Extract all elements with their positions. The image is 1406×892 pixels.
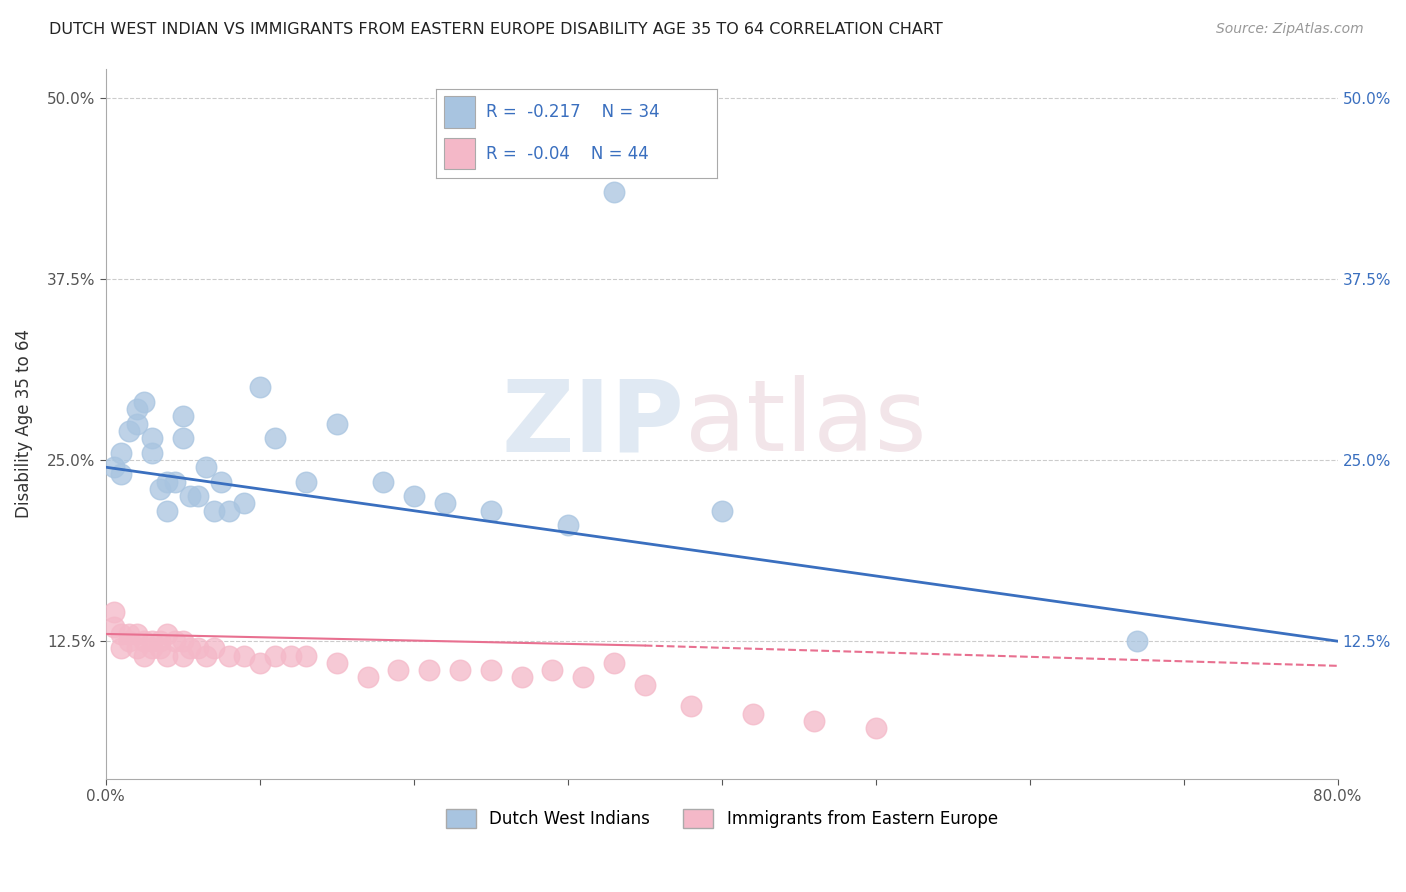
Point — [541, 663, 564, 677]
Point — [295, 648, 318, 663]
Point — [149, 641, 172, 656]
Point — [172, 648, 194, 663]
Y-axis label: Disability Age 35 to 64: Disability Age 35 to 64 — [15, 329, 32, 518]
Text: atlas: atlas — [685, 376, 927, 472]
Point — [125, 627, 148, 641]
Point — [110, 627, 132, 641]
Point — [141, 431, 163, 445]
Point — [326, 656, 349, 670]
Point — [149, 482, 172, 496]
Point — [387, 663, 409, 677]
Point — [572, 670, 595, 684]
Point — [233, 648, 256, 663]
Point — [103, 605, 125, 619]
Point — [156, 475, 179, 489]
Point — [103, 460, 125, 475]
Point — [118, 424, 141, 438]
Point — [194, 648, 217, 663]
Point — [1126, 634, 1149, 648]
Point — [125, 641, 148, 656]
Point — [156, 627, 179, 641]
Point — [118, 634, 141, 648]
Point — [141, 634, 163, 648]
Point — [202, 504, 225, 518]
Point — [125, 417, 148, 431]
Bar — [444, 96, 475, 128]
Point — [134, 395, 156, 409]
Point — [156, 504, 179, 518]
Point — [218, 648, 240, 663]
Point — [110, 641, 132, 656]
Text: R =  -0.217    N = 34: R = -0.217 N = 34 — [486, 103, 659, 121]
Point — [264, 431, 287, 445]
Point — [402, 489, 425, 503]
Point — [156, 648, 179, 663]
Point — [165, 475, 187, 489]
Point — [233, 496, 256, 510]
Point — [103, 620, 125, 634]
Point — [218, 504, 240, 518]
Text: DUTCH WEST INDIAN VS IMMIGRANTS FROM EASTERN EUROPE DISABILITY AGE 35 TO 64 CORR: DUTCH WEST INDIAN VS IMMIGRANTS FROM EAS… — [49, 22, 943, 37]
Point — [110, 467, 132, 482]
Point — [110, 446, 132, 460]
Point — [172, 431, 194, 445]
Point — [295, 475, 318, 489]
Point — [209, 475, 232, 489]
Point — [557, 518, 579, 533]
Point — [187, 489, 209, 503]
Point — [249, 656, 271, 670]
Point — [865, 721, 887, 735]
Point — [172, 409, 194, 424]
Point — [479, 504, 502, 518]
Point — [134, 634, 156, 648]
Point — [249, 380, 271, 394]
Point — [187, 641, 209, 656]
Point — [479, 663, 502, 677]
Point — [603, 656, 626, 670]
Bar — [444, 138, 475, 169]
Point — [125, 402, 148, 417]
Point — [149, 634, 172, 648]
Point — [134, 648, 156, 663]
Legend: Dutch West Indians, Immigrants from Eastern Europe: Dutch West Indians, Immigrants from East… — [439, 802, 1004, 835]
Text: Source: ZipAtlas.com: Source: ZipAtlas.com — [1216, 22, 1364, 37]
Point — [418, 663, 440, 677]
Point — [449, 663, 471, 677]
Point — [433, 496, 456, 510]
Point — [202, 641, 225, 656]
Point — [741, 706, 763, 721]
Point — [141, 641, 163, 656]
Point — [679, 699, 702, 714]
Point — [172, 634, 194, 648]
Point — [280, 648, 302, 663]
Point — [141, 446, 163, 460]
Point — [510, 670, 533, 684]
Point — [118, 627, 141, 641]
Point — [371, 475, 394, 489]
Point — [356, 670, 378, 684]
Point — [803, 714, 825, 728]
Point — [326, 417, 349, 431]
Point — [194, 460, 217, 475]
Text: R =  -0.04    N = 44: R = -0.04 N = 44 — [486, 145, 650, 163]
Point — [603, 185, 626, 199]
Point — [634, 678, 657, 692]
Point — [165, 634, 187, 648]
Text: ZIP: ZIP — [502, 376, 685, 472]
Point — [264, 648, 287, 663]
Point — [710, 504, 733, 518]
Point — [179, 489, 201, 503]
Point — [179, 641, 201, 656]
